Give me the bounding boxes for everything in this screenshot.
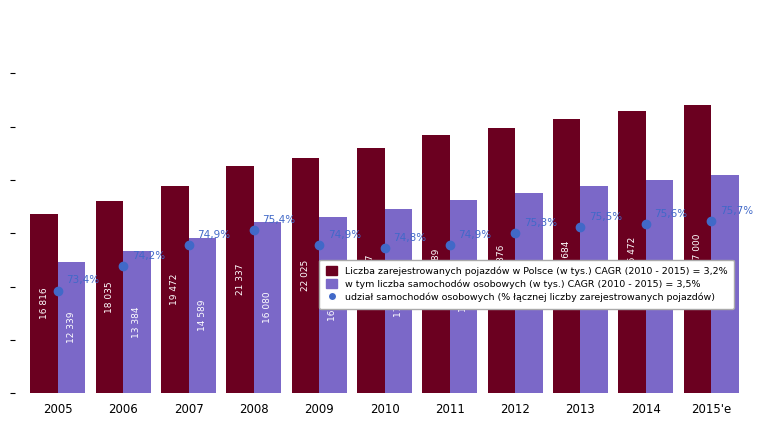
Text: 74,8%: 74,8% — [393, 233, 426, 243]
Bar — [581, 187, 608, 393]
Bar — [384, 209, 412, 393]
Text: 75,3%: 75,3% — [524, 218, 557, 228]
Bar — [515, 193, 543, 393]
Bar — [450, 200, 478, 393]
Bar — [161, 186, 188, 393]
Text: 74,9%: 74,9% — [328, 230, 361, 240]
Text: 75,6%: 75,6% — [654, 208, 687, 218]
Text: 19 472: 19 472 — [170, 274, 179, 305]
Bar — [226, 166, 254, 393]
Text: 26 472: 26 472 — [628, 236, 637, 268]
Text: 18 035: 18 035 — [105, 281, 114, 313]
Text: 16 816: 16 816 — [40, 288, 48, 319]
Bar — [357, 148, 384, 393]
Text: 75,5%: 75,5% — [589, 212, 622, 222]
Text: 24 876: 24 876 — [497, 245, 506, 276]
Text: 73,4%: 73,4% — [66, 275, 99, 285]
Legend: Liczba zarejestrowanych pojazdów w Polsce (w tys.) CAGR (2010 - 2015) = 3,2%, w : Liczba zarejestrowanych pojazdów w Polsc… — [319, 260, 734, 309]
Bar — [553, 119, 581, 393]
Text: 19 389: 19 389 — [590, 274, 599, 306]
Text: 24 189: 24 189 — [431, 249, 441, 280]
Text: 20 004: 20 004 — [655, 271, 664, 302]
Bar — [319, 217, 347, 393]
Text: 74,9%: 74,9% — [197, 230, 230, 240]
Bar — [711, 175, 738, 393]
Bar — [422, 135, 450, 393]
Text: 22 025: 22 025 — [301, 260, 310, 291]
Text: 13 384: 13 384 — [132, 306, 141, 338]
Bar — [58, 262, 85, 393]
Text: 20 450: 20 450 — [721, 268, 729, 300]
Bar — [488, 128, 515, 393]
Bar — [31, 214, 58, 393]
Text: 23 037: 23 037 — [366, 255, 375, 286]
Bar — [188, 238, 216, 393]
Text: 74,9%: 74,9% — [458, 230, 491, 240]
Text: 16 495: 16 495 — [328, 290, 338, 321]
Text: 27 000: 27 000 — [693, 233, 702, 265]
Bar — [95, 201, 123, 393]
Bar — [123, 250, 151, 393]
Bar — [254, 222, 281, 393]
Text: 75,4%: 75,4% — [262, 215, 295, 225]
Text: 14 589: 14 589 — [198, 300, 207, 331]
Text: 21 337: 21 337 — [235, 264, 245, 295]
Bar — [646, 180, 674, 393]
Text: 12 339: 12 339 — [67, 312, 76, 343]
Text: 18 126: 18 126 — [459, 281, 468, 312]
Text: 25 684: 25 684 — [562, 241, 571, 272]
Bar — [291, 158, 319, 393]
Bar — [684, 105, 711, 393]
Text: 18 744: 18 744 — [524, 277, 534, 309]
Text: 74,2%: 74,2% — [131, 251, 165, 261]
Bar — [618, 111, 646, 393]
Text: 17 240: 17 240 — [394, 286, 403, 317]
Text: 75,7%: 75,7% — [720, 205, 753, 215]
Text: 16 080: 16 080 — [263, 292, 272, 323]
